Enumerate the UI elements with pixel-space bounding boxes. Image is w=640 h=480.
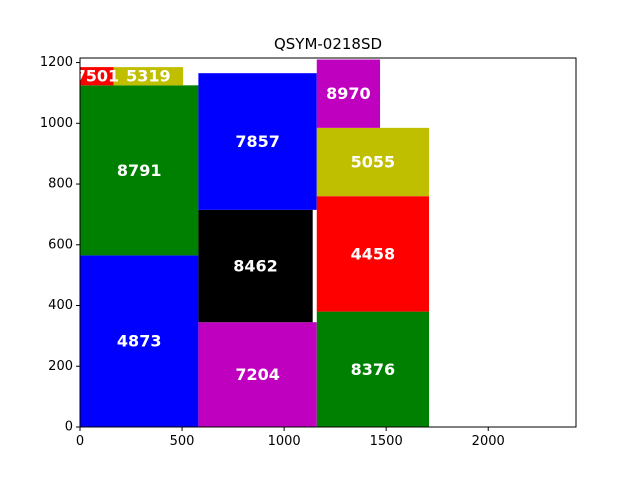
x-tick-label: 500: [170, 434, 195, 449]
rect-5055: [316, 127, 430, 197]
x-axis: 0 500 1000 1500 2000: [76, 427, 505, 449]
rect-7857: [198, 73, 317, 210]
y-tick-label: 600: [48, 237, 73, 252]
y-tick-label: 0: [65, 420, 73, 435]
rect-label-5319: 5319: [126, 67, 171, 86]
rect-label-8791: 8791: [117, 161, 162, 180]
rect-8462: [198, 209, 313, 323]
y-tick-label: 200: [48, 359, 73, 374]
rect-4873: [80, 255, 199, 427]
rect-label-4458: 4458: [351, 244, 396, 263]
rect-label-7204: 7204: [235, 365, 280, 384]
rect-label-8376: 8376: [351, 360, 396, 379]
plot-frame: [79, 57, 577, 428]
rect-7204: [198, 322, 317, 427]
y-tick-label: 1000: [40, 116, 73, 131]
rect-label-7857: 7857: [235, 132, 280, 151]
rect-label-8970: 8970: [326, 84, 371, 103]
y-axis: 0 200 400 600 800 1000 1200: [40, 55, 80, 435]
rect-labels-layer: 4873 8791 7501 5319 7204 8462 7857 8376 4458 5055…: [75, 67, 396, 384]
chart-title: QSYM-0218SD: [274, 35, 382, 53]
x-tick-label: 1000: [268, 434, 301, 449]
rect-8791: [80, 85, 199, 256]
y-tick-label: 400: [48, 298, 73, 313]
rect-label-8462: 8462: [233, 257, 278, 276]
x-tick-label: 0: [76, 434, 84, 449]
rect-label-5055: 5055: [351, 153, 396, 172]
rect-5319: [113, 67, 184, 86]
rect-4458: [316, 196, 430, 312]
x-tick-label: 2000: [472, 434, 505, 449]
x-tick-label: 1500: [370, 434, 403, 449]
rect-label-4873: 4873: [117, 332, 162, 351]
rect-7501: [80, 67, 114, 86]
rect-8970: [316, 59, 381, 128]
rects-layer: [80, 59, 430, 427]
y-tick-label: 800: [48, 177, 73, 192]
rect-label-7501: 7501: [75, 67, 120, 86]
rect-8376: [316, 311, 430, 427]
y-tick-label: 1200: [40, 55, 73, 70]
